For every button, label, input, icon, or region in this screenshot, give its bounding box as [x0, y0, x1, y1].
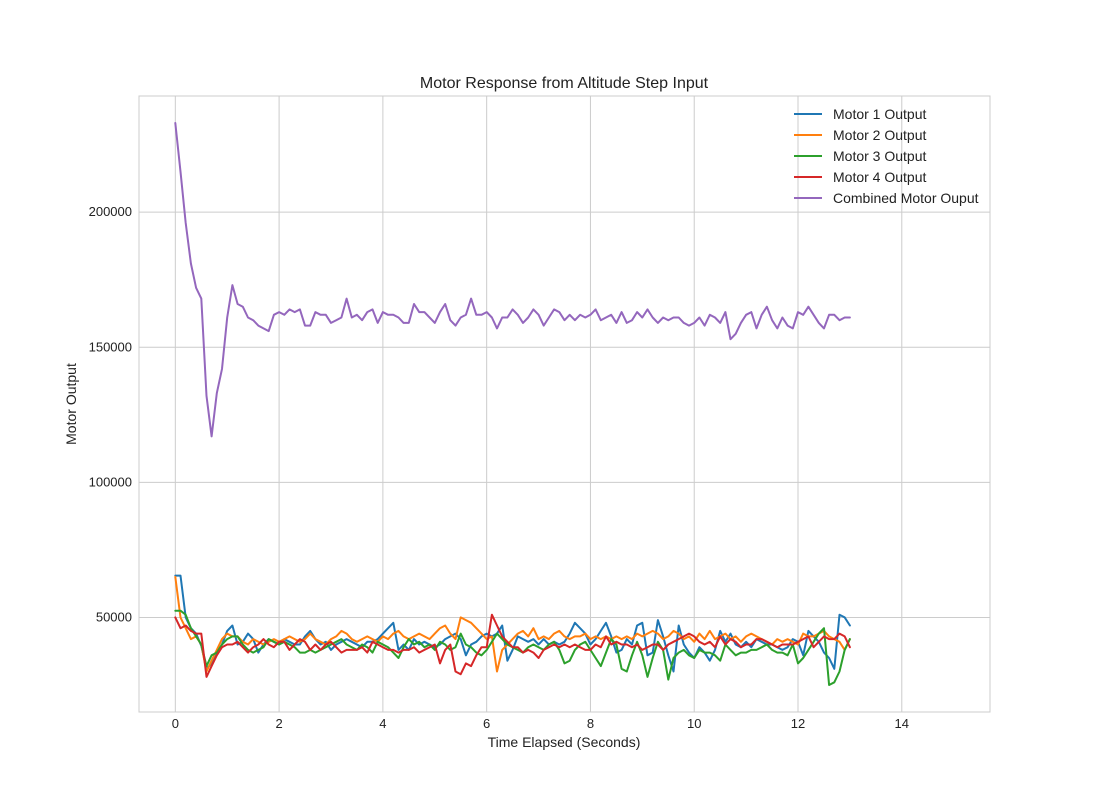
plot-area: [138, 95, 991, 713]
y-axis-label: Motor Output: [63, 363, 79, 445]
x-axis-label: Time Elapsed (Seconds): [488, 734, 641, 750]
series-line-motor-1-output: [174, 574, 851, 673]
x-tick-label: 8: [587, 716, 594, 731]
series-line-motor-2-output: [174, 575, 851, 673]
legend-label: Motor 2 Output: [833, 127, 926, 143]
legend: Motor 1 Output Motor 2 Output Motor 3 Outp…: [794, 106, 979, 206]
legend-label: Combined Motor Ouput: [833, 190, 979, 206]
x-tick-label: 0: [172, 716, 179, 731]
y-tick-label: 150000: [89, 339, 132, 354]
series-line-combined-motor-ouput: [174, 122, 851, 438]
tick-labels: 0 2 4 6 8 10 12 14 50000 100000 150000 200000: [89, 204, 909, 731]
y-tick-label: 100000: [89, 474, 132, 489]
series-line-motor-4-output: [174, 613, 851, 678]
chart-title: Motor Response from Altitude Step Input: [420, 75, 709, 92]
legend-label: Motor 3 Output: [833, 148, 926, 164]
x-tick-label: 4: [379, 716, 386, 731]
x-tick-label: 6: [483, 716, 490, 731]
x-tick-label: 10: [687, 716, 701, 731]
x-tick-label: 2: [275, 716, 282, 731]
y-tick-label: 50000: [96, 609, 132, 624]
series-lines: [174, 122, 851, 686]
y-tick-label: 200000: [89, 204, 132, 219]
legend-label: Motor 1 Output: [833, 106, 926, 122]
x-tick-label: 12: [791, 716, 805, 731]
legend-label: Motor 4 Output: [833, 169, 926, 185]
x-tick-label: 14: [895, 716, 909, 731]
grid: [139, 96, 990, 712]
